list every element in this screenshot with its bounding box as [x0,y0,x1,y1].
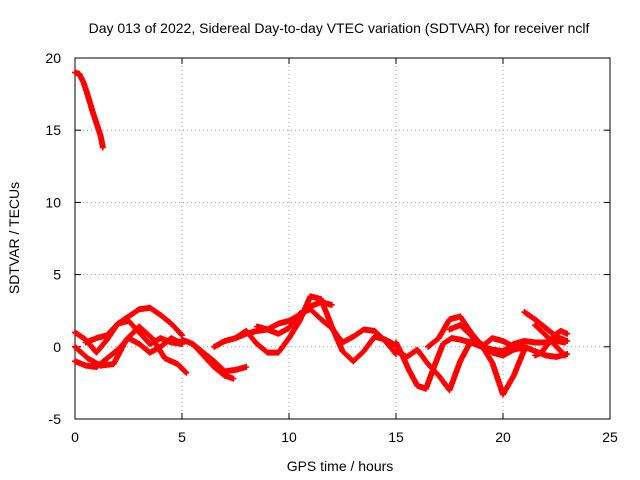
series-points [82,304,185,346]
plot-frame [74,57,611,420]
series-points [253,306,399,357]
y-tick-label: 0 [53,339,61,355]
series-s7 [189,340,237,382]
y-tick-label: -5 [49,411,62,427]
series-s8 [211,299,335,350]
series-s14 [446,322,528,353]
x-tick-label: 5 [178,429,186,445]
x-tick-label: 15 [388,429,404,445]
series-points [532,322,569,359]
x-tick-label: 0 [71,429,79,445]
series-points [393,338,528,394]
series-s10 [253,306,399,357]
series-points [72,69,106,151]
data-points [72,69,571,398]
x-axis-label: GPS time / hours [287,458,394,474]
y-tick-label: 15 [45,122,61,138]
series-s12 [393,338,528,394]
series-points [446,322,528,353]
series-points [211,299,335,350]
series-s5 [82,304,185,346]
series-points [72,335,185,370]
series-s4 [72,335,185,370]
y-axis-label: SDTVAR / TECUs [6,182,22,294]
chart-title: Day 013 of 2022, Sidereal Day-to-day VTE… [89,20,590,36]
y-tick-label: 20 [45,50,61,66]
x-tick-label: 20 [495,429,511,445]
grid [75,58,610,419]
x-tick-label: 10 [281,429,297,445]
x-tick-label: 25 [602,429,618,445]
series-s18 [532,322,569,359]
axis-ticks: 0 5 10 15 20 25 -5 0 5 10 15 20 [45,50,618,445]
series-points [189,340,237,382]
y-tick-label: 10 [45,194,61,210]
series-s1 [72,69,106,151]
y-tick-label: 5 [53,267,61,283]
